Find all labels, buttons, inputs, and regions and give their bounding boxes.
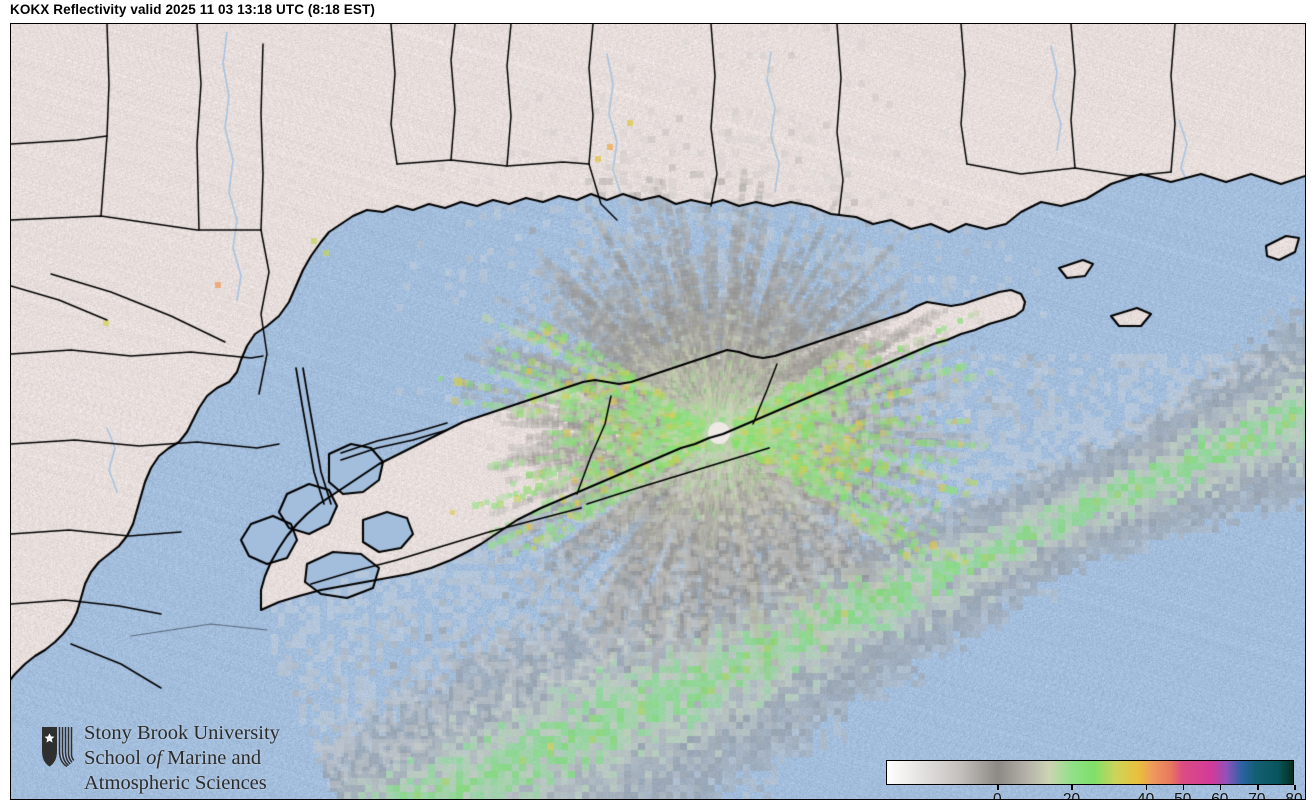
- radar-map-canvas[interactable]: [11, 24, 1305, 799]
- colorbar-tick-label: 70: [1248, 791, 1266, 800]
- colorbar-tick: [1145, 785, 1148, 790]
- colorbar-tick: [997, 785, 999, 790]
- colorbar-tick-label: 60: [1211, 791, 1229, 800]
- colorbar-tick: [1071, 785, 1074, 790]
- colorbar-tick-label: 80: [1285, 791, 1303, 800]
- colorbar-tick: [1219, 785, 1222, 790]
- page-title: KOKX Reflectivity valid 2025 11 03 13:18…: [10, 2, 375, 17]
- colorbar-tick: [1182, 785, 1185, 790]
- colorbar-tick-label: 20: [1062, 791, 1081, 800]
- colorbar-tick-label: 50: [1174, 791, 1192, 800]
- colorbar-tick: [1294, 785, 1296, 790]
- colorbar-tick: [1256, 785, 1259, 790]
- colorbar-tick-label: 40: [1137, 791, 1155, 800]
- map-frame[interactable]: Stony Brook University School of Marine …: [10, 23, 1306, 800]
- colorbar[interactable]: 0 20 40 50 60 70 80: [886, 760, 1303, 799]
- colorbar-gradient[interactable]: [886, 760, 1294, 785]
- colorbar-tick-label: 0: [992, 791, 1002, 800]
